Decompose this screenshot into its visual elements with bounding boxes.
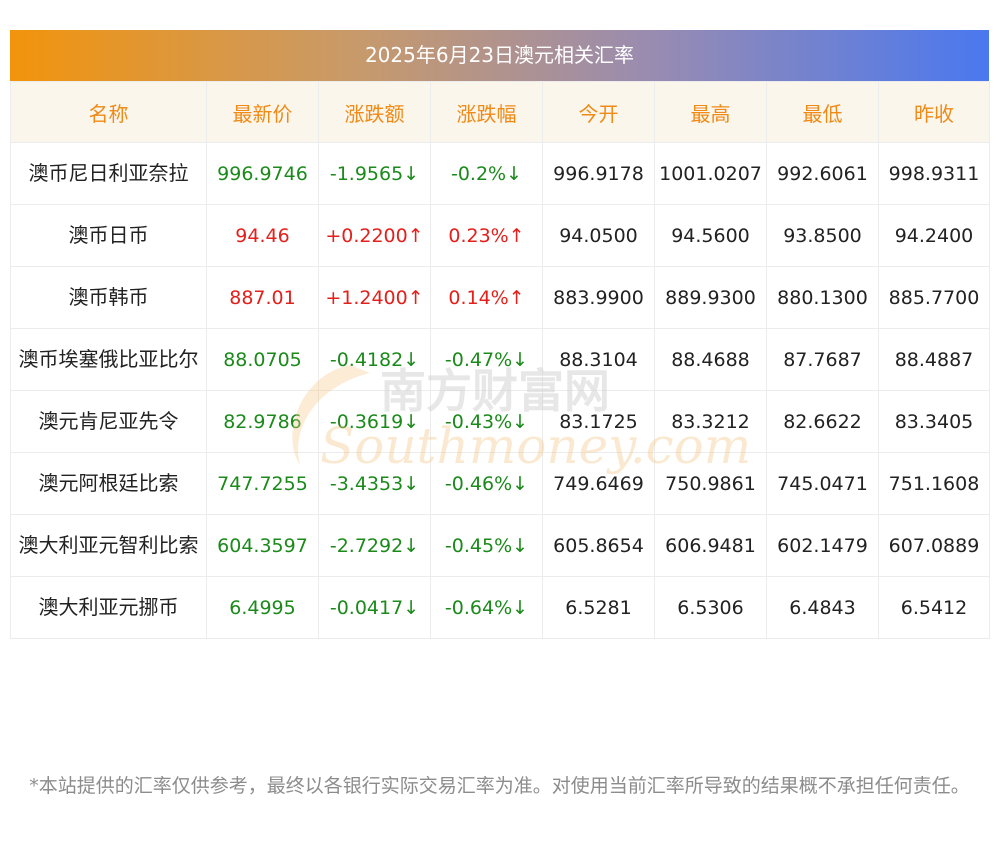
change-cell: +0.2200↑ [318, 204, 431, 267]
page-title: 2025年6月23日澳元相关汇率 [10, 30, 989, 81]
high-cell: 94.5600 [654, 204, 767, 267]
open-cell: 83.1725 [542, 390, 655, 453]
column-header-name: 名称 [10, 81, 207, 143]
rates-panel: 2025年6月23日澳元相关汇率 名称 最新价 涨跌额 涨跌幅 今开 最高 最低… [10, 30, 990, 639]
prev-close-cell: 88.4887 [878, 328, 990, 391]
change-cell: -0.4182↓ [318, 328, 431, 391]
open-cell: 749.6469 [542, 452, 655, 515]
prev-close-cell: 751.1608 [878, 452, 990, 515]
column-header-high: 最高 [654, 81, 767, 143]
currency-pair-name: 澳大利亚元挪币 [10, 576, 207, 639]
open-cell: 883.9900 [542, 266, 655, 329]
prev-close-cell: 6.5412 [878, 576, 990, 639]
low-cell: 87.7687 [766, 328, 879, 391]
latest-price-cell: 6.4995 [206, 576, 319, 639]
table-row: 澳币韩币 887.01 +1.2400↑ 0.14%↑ 883.9900 889.9300… [10, 266, 990, 329]
column-header-change: 涨跌额 [318, 81, 431, 143]
table-body: 澳币尼日利亚奈拉 996.9746 -1.9565↓ -0.2%↓ 996.9178 10… [10, 142, 990, 639]
open-cell: 6.5281 [542, 576, 655, 639]
change-pct-cell: -0.43%↓ [430, 390, 543, 453]
high-cell: 83.3212 [654, 390, 767, 453]
latest-price-cell: 94.46 [206, 204, 319, 267]
low-cell: 880.1300 [766, 266, 879, 329]
currency-pair-name: 澳币日币 [10, 204, 207, 267]
currency-pair-name: 澳大利亚元智利比索 [10, 514, 207, 577]
latest-price-cell: 604.3597 [206, 514, 319, 577]
prev-close-cell: 998.9311 [878, 142, 990, 205]
currency-pair-name: 澳币尼日利亚奈拉 [10, 142, 207, 205]
low-cell: 602.1479 [766, 514, 879, 577]
column-header-change-pct: 涨跌幅 [430, 81, 543, 143]
table-row: 澳币日币 94.46 +0.2200↑ 0.23%↑ 94.0500 94.5600 93.… [10, 204, 990, 267]
currency-pair-name: 澳元肯尼亚先令 [10, 390, 207, 453]
open-cell: 605.8654 [542, 514, 655, 577]
latest-price-cell: 887.01 [206, 266, 319, 329]
prev-close-cell: 94.2400 [878, 204, 990, 267]
high-cell: 6.5306 [654, 576, 767, 639]
latest-price-cell: 747.7255 [206, 452, 319, 515]
high-cell: 606.9481 [654, 514, 767, 577]
table-row: 澳币尼日利亚奈拉 996.9746 -1.9565↓ -0.2%↓ 996.9178 10… [10, 142, 990, 205]
change-cell: -3.4353↓ [318, 452, 431, 515]
table-row: 澳大利亚元智利比索 604.3597 -2.7292↓ -0.45%↓ 605.8654… [10, 514, 990, 577]
table-row: 澳币埃塞俄比亚比尔 88.0705 -0.4182↓ -0.47%↓ 88.3104 88… [10, 328, 990, 391]
change-pct-cell: -0.2%↓ [430, 142, 543, 205]
change-pct-cell: -0.45%↓ [430, 514, 543, 577]
column-header-open: 今开 [542, 81, 655, 143]
prev-close-cell: 885.7700 [878, 266, 990, 329]
change-cell: -2.7292↓ [318, 514, 431, 577]
low-cell: 745.0471 [766, 452, 879, 515]
low-cell: 992.6061 [766, 142, 879, 205]
table-row: 澳元肯尼亚先令 82.9786 -0.3619↓ -0.43%↓ 83.1725 83.3… [10, 390, 990, 453]
latest-price-cell: 996.9746 [206, 142, 319, 205]
high-cell: 88.4688 [654, 328, 767, 391]
table-row: 澳元阿根廷比索 747.7255 -3.4353↓ -0.46%↓ 749.6469 75… [10, 452, 990, 515]
low-cell: 82.6622 [766, 390, 879, 453]
rates-table: 名称 最新价 涨跌额 涨跌幅 今开 最高 最低 昨收 澳币尼日利亚奈拉 996.9… [10, 81, 990, 639]
change-pct-cell: 0.23%↑ [430, 204, 543, 267]
open-cell: 94.0500 [542, 204, 655, 267]
change-pct-cell: 0.14%↑ [430, 266, 543, 329]
column-header-prev-close: 昨收 [878, 81, 990, 143]
high-cell: 889.9300 [654, 266, 767, 329]
column-header-low: 最低 [766, 81, 879, 143]
currency-pair-name: 澳币韩币 [10, 266, 207, 329]
change-pct-cell: -0.64%↓ [430, 576, 543, 639]
change-cell: -0.3619↓ [318, 390, 431, 453]
high-cell: 750.9861 [654, 452, 767, 515]
change-cell: +1.2400↑ [318, 266, 431, 329]
change-cell: -0.0417↓ [318, 576, 431, 639]
high-cell: 1001.0207 [654, 142, 767, 205]
change-pct-cell: -0.47%↓ [430, 328, 543, 391]
change-cell: -1.9565↓ [318, 142, 431, 205]
prev-close-cell: 607.0889 [878, 514, 990, 577]
change-pct-cell: -0.46%↓ [430, 452, 543, 515]
table-row: 澳大利亚元挪币 6.4995 -0.0417↓ -0.64%↓ 6.5281 6.5306… [10, 576, 990, 639]
column-header-latest: 最新价 [206, 81, 319, 143]
table-header-row: 名称 最新价 涨跌额 涨跌幅 今开 最高 最低 昨收 [10, 81, 990, 143]
latest-price-cell: 88.0705 [206, 328, 319, 391]
latest-price-cell: 82.9786 [206, 390, 319, 453]
currency-pair-name: 澳币埃塞俄比亚比尔 [10, 328, 207, 391]
low-cell: 93.8500 [766, 204, 879, 267]
prev-close-cell: 83.3405 [878, 390, 990, 453]
disclaimer-note: *本站提供的汇率仅供参考，最终以各银行实际交易汇率为准。对使用当前汇率所导致的结… [29, 775, 970, 797]
open-cell: 996.9178 [542, 142, 655, 205]
open-cell: 88.3104 [542, 328, 655, 391]
currency-pair-name: 澳元阿根廷比索 [10, 452, 207, 515]
low-cell: 6.4843 [766, 576, 879, 639]
